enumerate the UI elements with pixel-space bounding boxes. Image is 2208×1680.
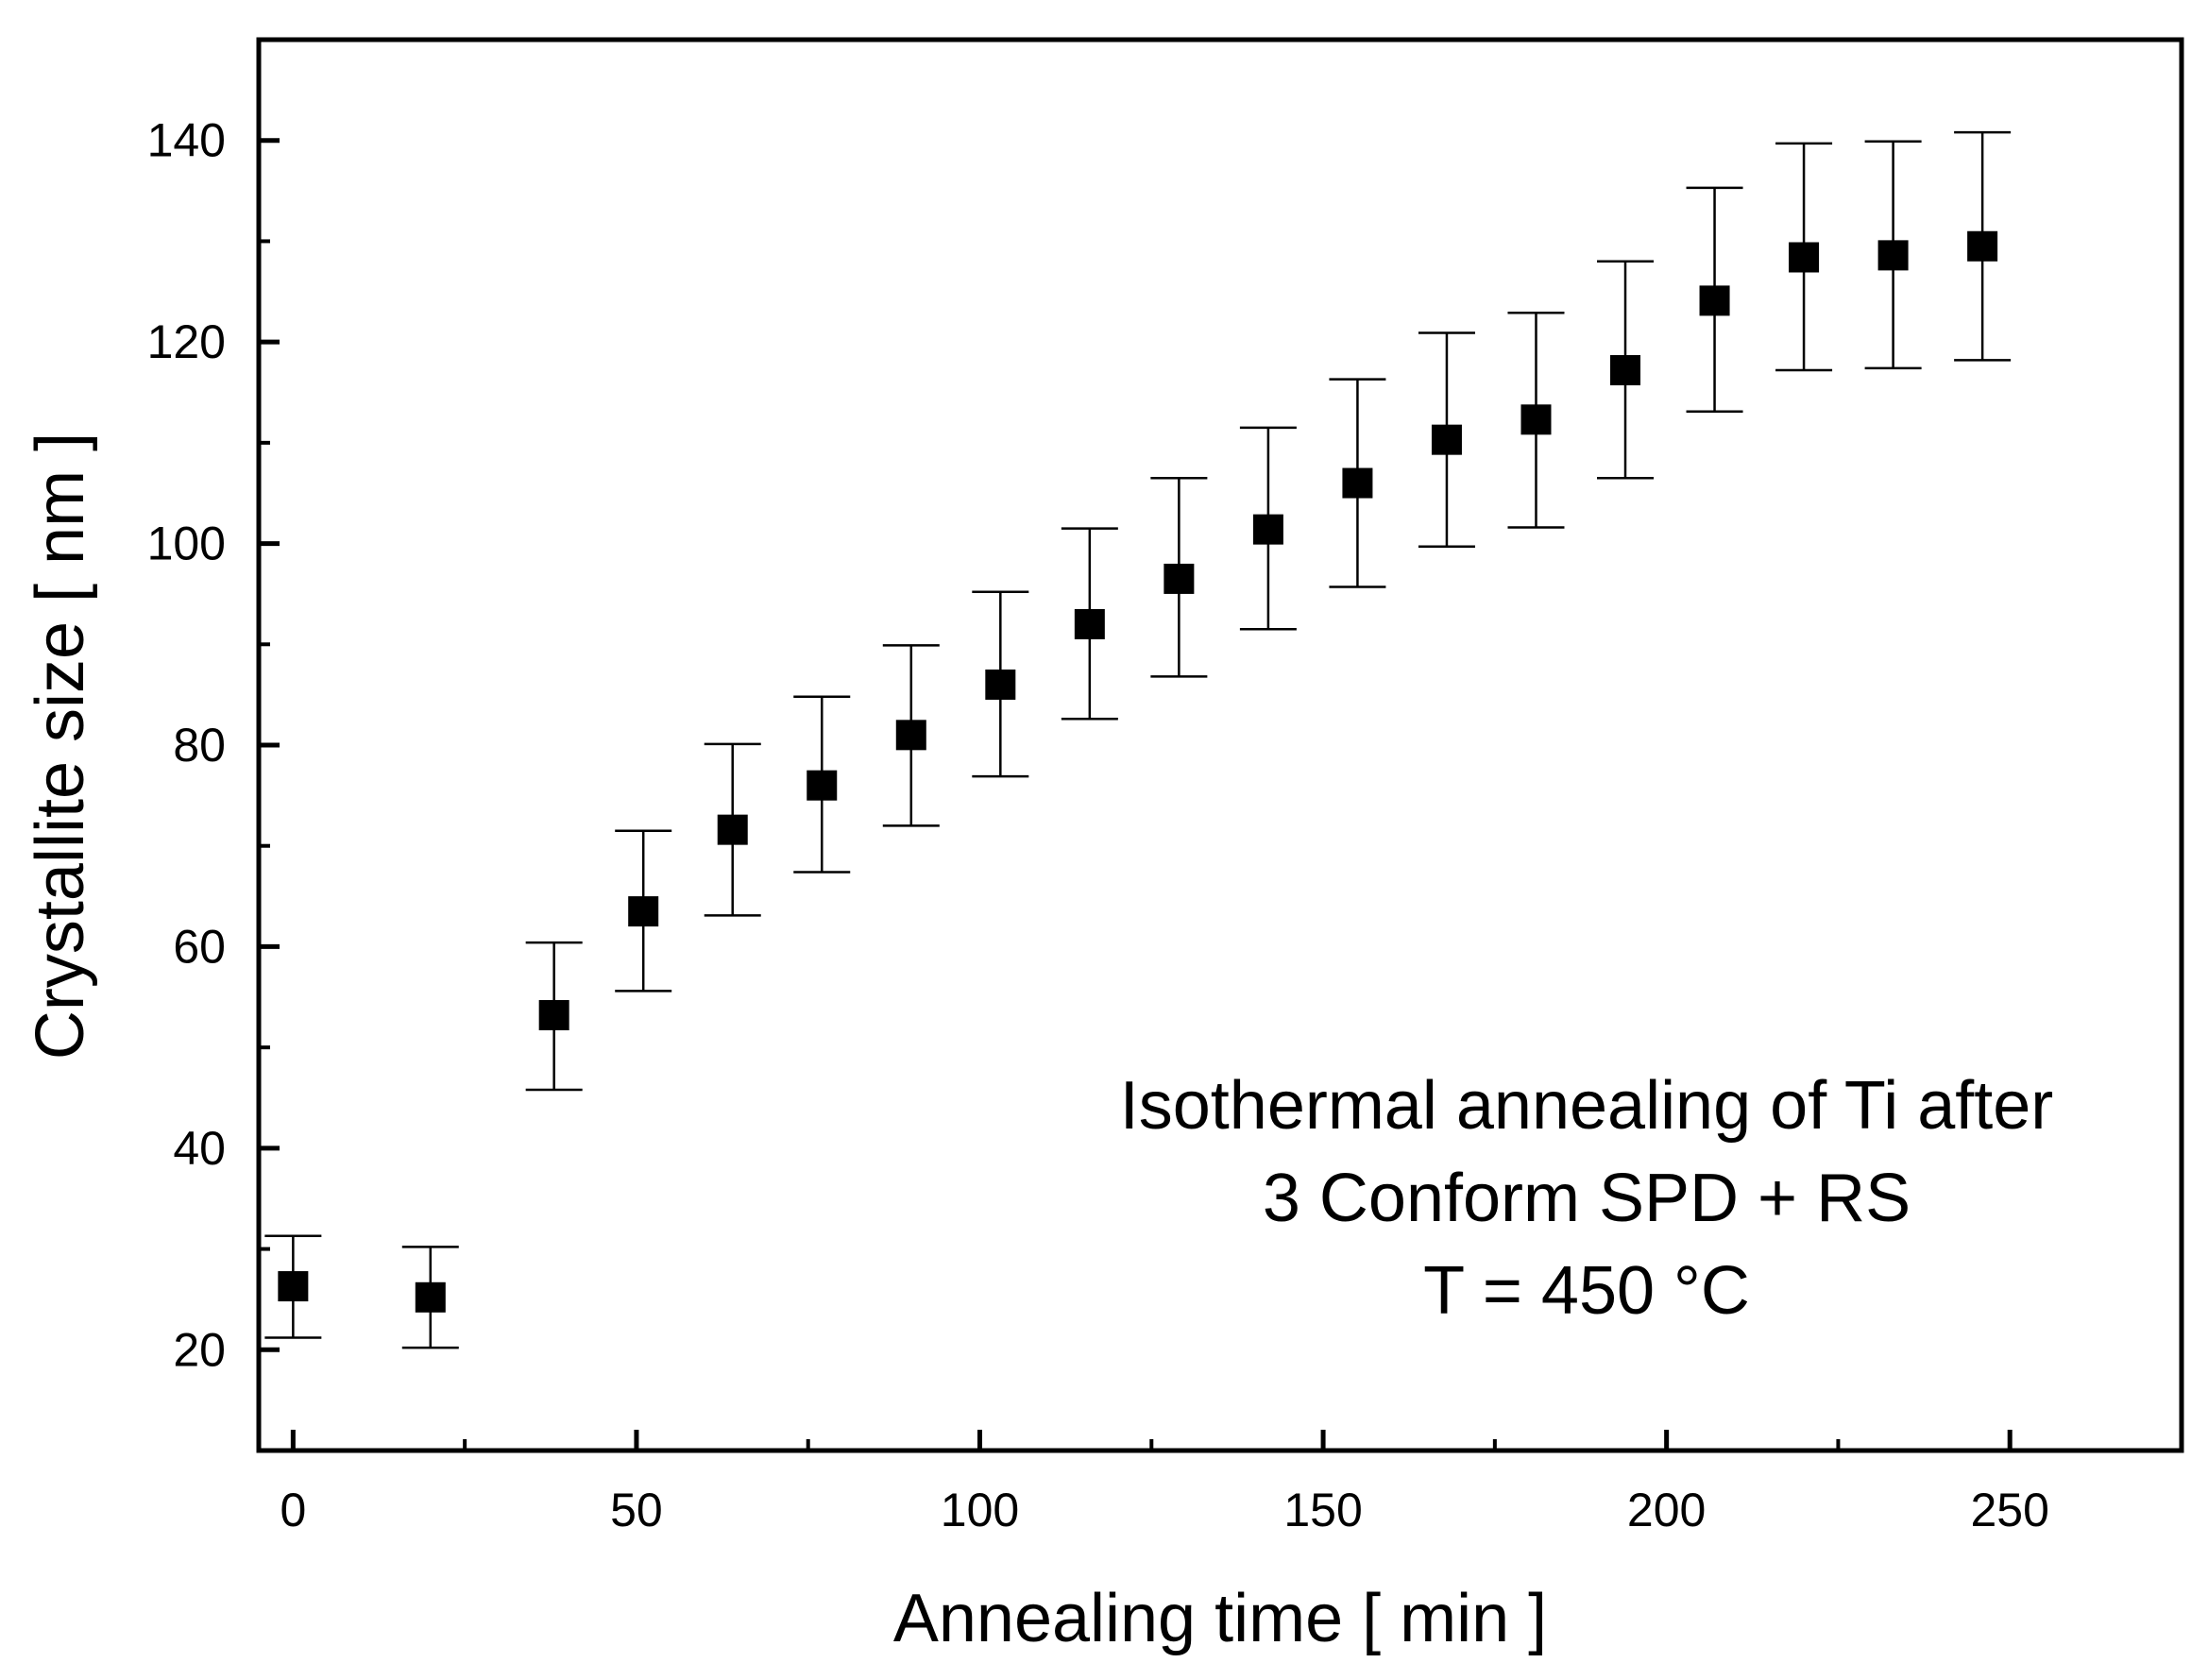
data-marker	[415, 1281, 446, 1313]
data-marker	[1967, 230, 1998, 262]
data-point	[1597, 260, 1655, 480]
data-marker	[1699, 285, 1730, 316]
y-tick-label: 40	[173, 1122, 226, 1175]
data-point	[1418, 331, 1475, 549]
data-marker	[895, 720, 926, 751]
data-point	[1150, 476, 1208, 678]
data-point	[1507, 311, 1565, 529]
data-marker	[1789, 242, 1820, 273]
data-marker	[1074, 608, 1105, 639]
data-marker	[628, 896, 659, 927]
data-marker	[538, 999, 569, 1030]
data-marker	[1163, 563, 1195, 594]
data-marker	[1610, 355, 1641, 386]
data-marker	[1342, 467, 1373, 499]
x-tick-label: 100	[941, 1484, 1019, 1536]
y-tick-label: 120	[147, 315, 226, 368]
data-point	[1775, 142, 1833, 372]
x-tick-label: 50	[610, 1484, 663, 1536]
y-tick-label: 80	[173, 719, 226, 772]
data-point	[1329, 378, 1386, 588]
x-tick-label: 200	[1627, 1484, 1706, 1536]
x-tick-label: 250	[1970, 1484, 2048, 1536]
data-point	[615, 829, 672, 993]
data-point	[882, 644, 940, 827]
data-point	[401, 1246, 459, 1349]
data-point	[1864, 140, 1922, 370]
data-marker	[278, 1271, 309, 1302]
x-axis-title: Annealing time [ min ]	[893, 1581, 1547, 1656]
y-axis-title: Crystallite size [ nm ]	[23, 433, 98, 1060]
y-tick-label: 140	[147, 114, 226, 167]
data-marker	[1252, 514, 1283, 545]
data-marker	[807, 770, 838, 801]
data-point	[972, 590, 1029, 778]
annotation-line-1: Isothermal annealing of Ti after	[1120, 1068, 2054, 1144]
x-tick-label: 0	[280, 1484, 306, 1536]
x-tick-label: 150	[1283, 1484, 1362, 1536]
data-marker	[1877, 240, 1909, 271]
data-point	[264, 1234, 322, 1339]
y-tick-label: 100	[147, 518, 226, 570]
y-tick-label: 20	[173, 1323, 226, 1376]
data-point	[1061, 527, 1118, 721]
y-tick-label: 60	[173, 920, 226, 973]
data-point	[1954, 130, 2012, 362]
data-marker	[717, 814, 748, 845]
data-marker	[1431, 424, 1462, 455]
annotation-line-3: T = 450 °C	[1423, 1253, 1750, 1329]
data-point	[1686, 186, 1743, 414]
data-point	[704, 742, 761, 917]
data-point	[525, 941, 583, 1092]
data-series	[264, 130, 2012, 1349]
data-point	[793, 695, 851, 874]
data-marker	[1520, 404, 1552, 435]
x-axis-ticks: 0 50 100 150 200 250	[280, 1430, 2049, 1536]
data-marker	[985, 669, 1016, 700]
data-point	[1239, 426, 1297, 631]
annotation-line-2: 3 Conform SPD + RS	[1263, 1161, 1911, 1236]
y-axis-ticks: 20 40 60 80 100 120 140	[147, 114, 280, 1376]
